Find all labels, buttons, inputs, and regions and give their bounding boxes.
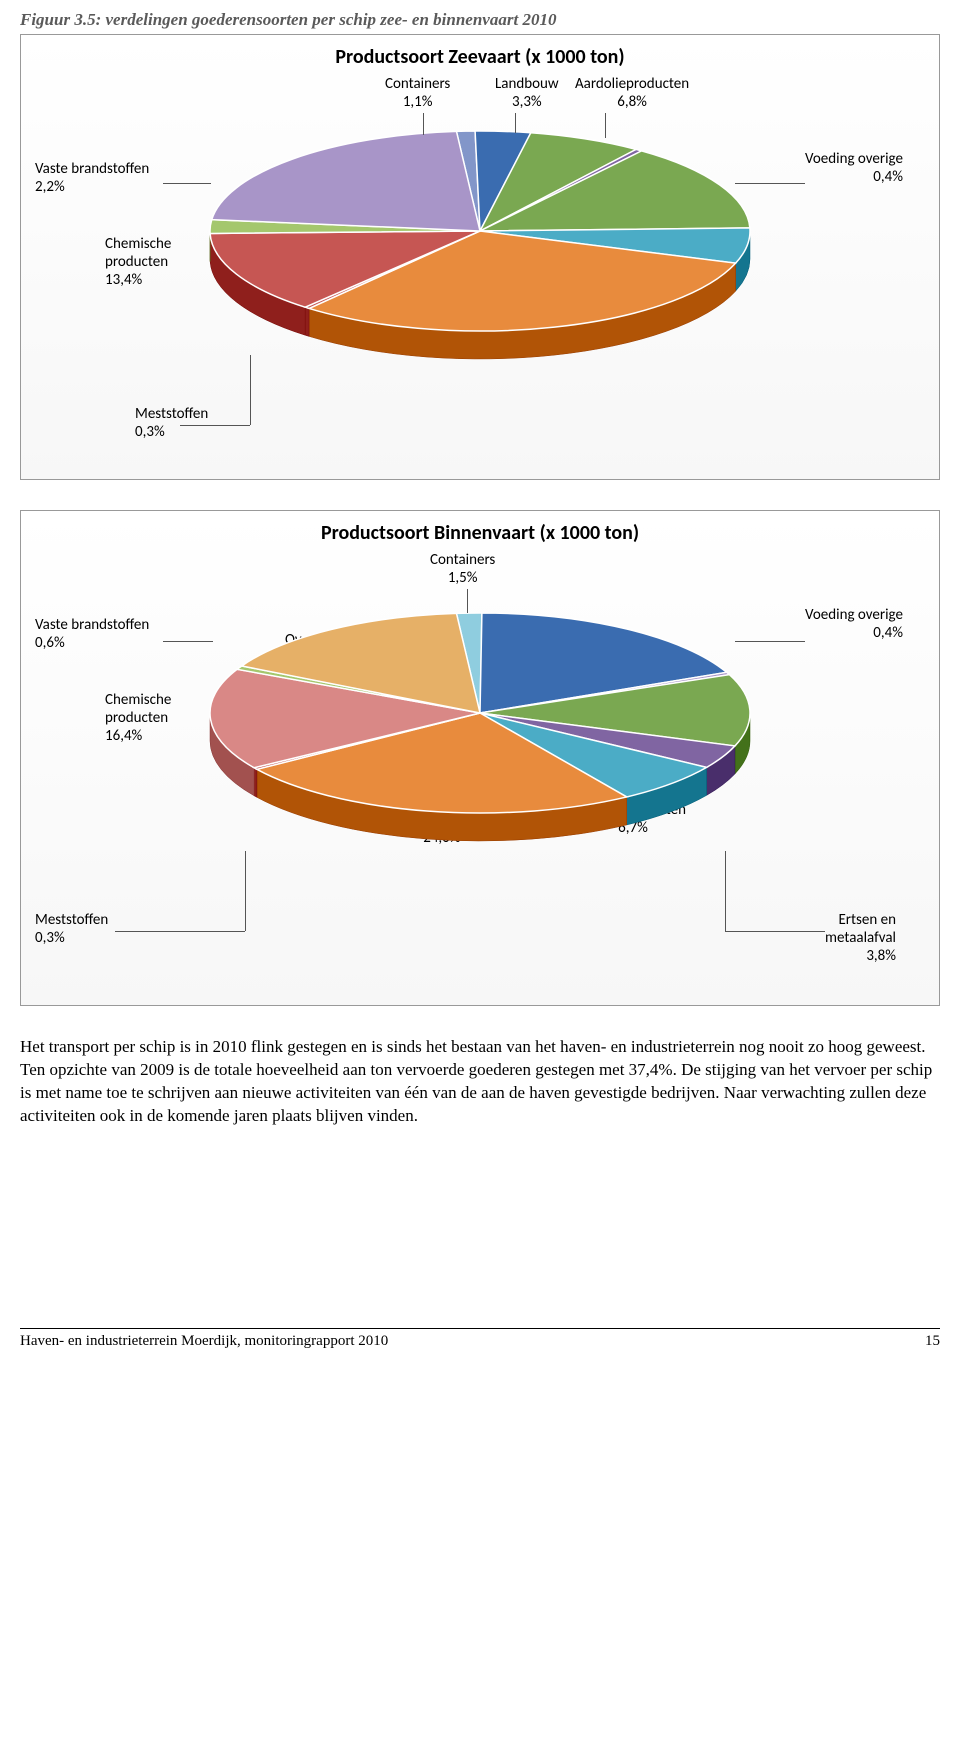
body-paragraph: Het transport per schip is in 2010 flink… [20,1036,940,1128]
footer-left: Haven- en industrieterrein Moerdijk, mon… [20,1333,388,1350]
chart-zeevaart: Productsoort Zeevaart (x 1000 ton) Conta… [20,34,940,480]
c2-vaste: Vaste brandstoffen 0,6% [35,616,149,652]
figure-caption: Figuur 3.5: verdelingen goederensoorten … [20,10,940,30]
c2-mest: Meststoffen 0,3% [35,911,108,947]
lbl-chemisch: Chemische producten 13,4% [105,235,171,289]
lbl-aardolie: Aardolieproducten 6,8% [575,75,689,111]
lbl-mest: Meststoffen 0,3% [135,405,208,441]
lbl-voeding: Voeding overige 0,4% [805,150,903,186]
chart-binnenvaart: Productsoort Binnenvaart (x 1000 ton) Co… [20,510,940,1006]
lbl-containers: Containers 1,1% [385,75,450,111]
page-footer: Haven- en industrieterrein Moerdijk, mon… [20,1328,940,1370]
c2-chem: Chemische producten 16,4% [105,691,171,745]
pie2 [200,603,760,853]
c2-voeding: Voeding overige 0,4% [805,606,903,642]
pie1 [200,121,760,371]
chart2-area: Containers 1,5% Vaste brandstoffen 0,6% … [35,551,925,981]
lbl-vastebrand: Vaste brandstoffen 2,2% [35,160,149,196]
c2-ertsen: Ertsen en metaalafval 3,8% [825,911,896,965]
lbl-landbouw: Landbouw 3,3% [495,75,559,111]
val: 1,1% [385,93,450,111]
footer-page-number: 15 [925,1333,940,1350]
c2-containers: Containers 1,5% [430,551,495,587]
chart2-title: Productsoort Binnenvaart (x 1000 ton) [35,521,925,545]
chart1-area: Containers 1,1% Landbouw 3,3% Aardoliepr… [35,75,925,455]
chart1-title: Productsoort Zeevaart (x 1000 ton) [35,45,925,69]
